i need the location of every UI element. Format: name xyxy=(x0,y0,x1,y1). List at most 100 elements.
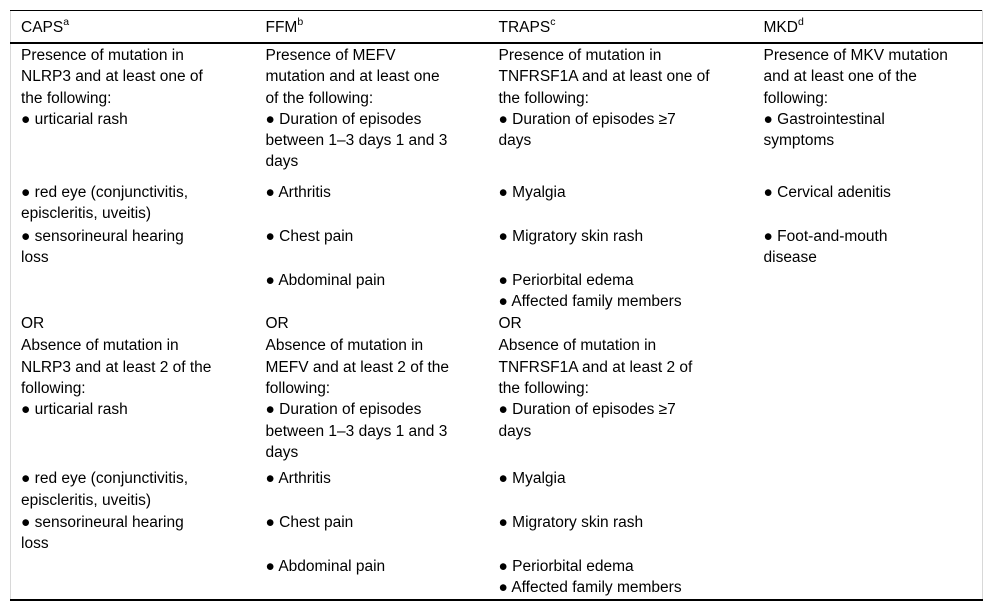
text-line: episcleritis, uveitis) xyxy=(21,205,152,223)
column-header-mkd: MKDd xyxy=(753,10,983,44)
criterion-line: ● sensorineural hearing xyxy=(21,514,184,532)
text-line: OR xyxy=(265,315,289,333)
criterion-line: ● Duration of episodes ≥7 xyxy=(498,110,676,128)
text-line: days xyxy=(498,422,532,440)
criterion-line: ● Chest pain xyxy=(265,228,354,245)
table-row: ● Abdominal pain ● Periorbital edema ● Aff… xyxy=(11,555,983,600)
diagnostic-criteria-table: CAPSa FFMb TRAPSc MKDd Presence of mutat… xyxy=(10,10,983,601)
cell-mkd-r3: ● Foot-and-mouth disease xyxy=(754,225,983,269)
criterion-line: ● Duration of episodes xyxy=(265,401,422,419)
table-row: Absence of mutation in NLRP3 and at least… xyxy=(11,334,983,467)
cell-ffm-r7: ● Arthritis xyxy=(256,467,489,511)
column-header-caps: CAPSa xyxy=(10,10,256,44)
text-line: NLRP3 and at least one of xyxy=(21,68,203,86)
cell-ffm-r2: ● Arthritis xyxy=(256,181,489,225)
cell-mkd-r5 xyxy=(754,312,983,334)
table-row: ● Abdominal pain ● Periorbital edema ● Aff… xyxy=(11,269,983,313)
text-line: disease xyxy=(763,249,817,267)
column-header-ffm: FFMb xyxy=(255,10,489,44)
cell-traps-r6: Absence of mutation in TNFRSF1A and at le… xyxy=(489,334,754,467)
text-line: NLRP3 and at least 2 of the xyxy=(21,358,212,376)
table-row: OR OR OR xyxy=(11,312,983,334)
cell-ffm-r4: ● Abdominal pain xyxy=(256,269,489,313)
cell-caps-r8: ● sensorineural hearing loss xyxy=(11,511,256,555)
cell-caps-r9 xyxy=(11,555,256,600)
cell-caps-r3: ● sensorineural hearing loss xyxy=(11,225,256,269)
cell-traps-r9: ● Periorbital edema ● Affected family mem… xyxy=(489,555,754,600)
criterion-line: ● Periorbital edema xyxy=(498,558,634,576)
text-line: the following: xyxy=(498,89,589,107)
text-line: Absence of mutation in xyxy=(498,337,657,355)
criterion-line: ● red eye (conjunctivitis, xyxy=(21,470,189,488)
cell-mkd-r8 xyxy=(754,511,983,555)
text-line: days xyxy=(265,153,299,171)
text-line: following: xyxy=(763,89,829,107)
text-line: of the following: xyxy=(265,89,374,107)
criterion-line: ● Cervical adenitis xyxy=(763,184,891,201)
text-line: TNFRSF1A and at least 2 of xyxy=(498,358,693,376)
cell-caps-r2: ● red eye (conjunctivitis, episcleritis, … xyxy=(11,181,256,225)
table-row: ● red eye (conjunctivitis, episcleritis, … xyxy=(11,181,983,225)
footnote-marker: a xyxy=(63,15,70,28)
text-line: Presence of mutation in xyxy=(21,47,184,64)
criterion-line: ● Affected family members xyxy=(498,292,682,310)
criterion-line: ● Periorbital edema xyxy=(498,271,634,289)
text-line: the following: xyxy=(498,380,589,398)
footnote-marker: d xyxy=(797,15,804,28)
text-line: days xyxy=(498,132,532,150)
text-line: loss xyxy=(21,535,49,553)
column-label: FFM xyxy=(265,19,298,36)
cell-traps-r2: ● Myalgia xyxy=(489,181,754,225)
column-label: CAPS xyxy=(21,19,64,36)
criterion-line: ● Duration of episodes ≥7 xyxy=(498,401,676,419)
table-body: Presence of mutation in NLRP3 and at leas… xyxy=(11,43,983,600)
cell-caps-r7: ● red eye (conjunctivitis, episcleritis, … xyxy=(11,467,256,511)
text-line: episcleritis, uveitis) xyxy=(21,491,152,509)
table-row: ● sensorineural hearing loss ● Chest pain ●… xyxy=(11,511,983,555)
text-line: following: xyxy=(265,380,331,398)
cell-ffm-r9: ● Abdominal pain xyxy=(256,555,489,600)
cell-traps-r1: Presence of mutation in TNFRSF1A and at l… xyxy=(489,43,754,181)
text-line: mutation and at least one xyxy=(265,68,440,86)
text-line: Absence of mutation in xyxy=(21,337,179,355)
cell-mkd-r6 xyxy=(754,334,983,467)
cell-mkd-r4 xyxy=(754,269,983,313)
column-label: MKD xyxy=(763,19,798,36)
criterion-line: ● Arthritis xyxy=(265,470,331,488)
table-row: ● red eye (conjunctivitis, episcleritis, … xyxy=(11,467,983,511)
criterion-line: ● Myalgia xyxy=(498,470,566,488)
criterion-line: ● Gastrointestinal xyxy=(763,110,885,128)
footnote-marker: c xyxy=(550,15,556,28)
criterion-line: ● Migratory skin rash xyxy=(498,228,644,245)
criterion-line: ● Abdominal pain xyxy=(265,271,386,289)
column-header-traps: TRAPSc xyxy=(488,10,754,44)
cell-ffm-r8: ● Chest pain xyxy=(256,511,489,555)
criterion-line: ● Duration of episodes xyxy=(265,110,422,128)
cell-mkd-r2: ● Cervical adenitis xyxy=(754,181,983,225)
criterion-line: ● Affected family members xyxy=(498,579,682,597)
table-row: ● sensorineural hearing loss ● Chest pain ●… xyxy=(11,225,983,269)
criterion-line: ● Abdominal pain xyxy=(265,558,386,576)
cell-mkd-r9 xyxy=(754,555,983,600)
criterion-line: ● Foot-and-mouth xyxy=(763,228,888,245)
cell-traps-r3: ● Migratory skin rash xyxy=(489,225,754,269)
criterion-line: ● Myalgia xyxy=(498,184,566,201)
cell-caps-r4 xyxy=(11,269,256,313)
text-line: the following: xyxy=(21,89,112,107)
criterion-line: ● urticarial rash xyxy=(21,401,128,419)
cell-traps-r5: OR xyxy=(489,312,754,334)
footnote-marker: b xyxy=(297,15,304,28)
criterion-line: ● Migratory skin rash xyxy=(498,514,644,532)
cell-ffm-r3: ● Chest pain xyxy=(256,225,489,269)
criterion-line: ● Chest pain xyxy=(265,514,354,532)
text-line: and at least one of the xyxy=(763,68,917,86)
table-row: Presence of mutation in NLRP3 and at leas… xyxy=(11,43,983,181)
cell-caps-r6: Absence of mutation in NLRP3 and at least… xyxy=(11,334,256,467)
text-line: loss xyxy=(21,249,49,267)
cell-mkd-r7 xyxy=(754,467,983,511)
text-line: Absence of mutation in xyxy=(265,337,424,355)
cell-caps-r5: OR xyxy=(11,312,256,334)
text-line: TNFRSF1A and at least one of xyxy=(498,68,710,86)
cell-ffm-r1: Presence of MEFV mutation and at least on… xyxy=(256,43,489,181)
